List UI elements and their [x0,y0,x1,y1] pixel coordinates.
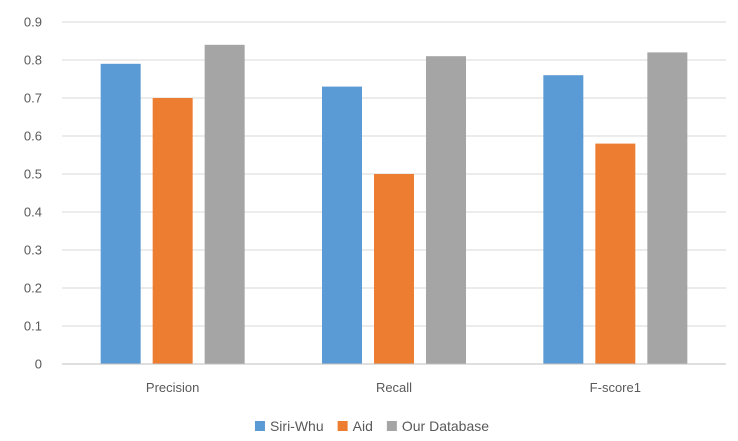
bar-our-database-f-score1 [647,52,688,365]
legend-swatch [386,421,397,431]
bar-aid-recall [374,174,414,364]
legend-label: Our Database [402,418,489,434]
legend: Siri-Whu Aid Our Database [254,418,489,434]
y-tick-label: 0.3 [24,243,42,258]
y-axis-ticks: 0 0.1 0.2 0.3 0.4 0.5 0.6 0.7 0.8 0.9 [24,15,42,372]
bar-siri-whu-recall [322,86,362,364]
bar-our-database-recall [426,56,466,364]
x-category-label: Precision [146,380,199,395]
y-tick-label: 0.2 [24,281,42,296]
x-axis-categories: Precision Recall F-score1 [146,380,641,395]
legend-label: Aid [353,418,373,434]
x-category-label: F-score1 [590,380,641,395]
bars [100,44,688,365]
y-tick-label: 0.1 [24,319,42,334]
y-tick-label: 0.9 [24,15,42,30]
bar-our-database-precision [204,44,245,365]
legend-swatch [337,421,348,431]
legend-label: Siri-Whu [270,418,324,434]
y-tick-label: 0 [35,357,42,372]
x-category-label: Recall [376,380,412,395]
y-tick-label: 0.5 [24,167,42,182]
y-tick-label: 0.6 [24,129,42,144]
y-tick-label: 0.4 [24,205,42,220]
legend-swatch [254,421,265,431]
bar-siri-whu-f-score1 [543,75,584,364]
bar-aid-f-score1 [595,143,636,364]
y-tick-label: 0.7 [24,91,42,106]
bar-aid-precision [152,98,193,364]
bar-siri-whu-precision [100,63,141,365]
y-tick-label: 0.8 [24,53,42,68]
